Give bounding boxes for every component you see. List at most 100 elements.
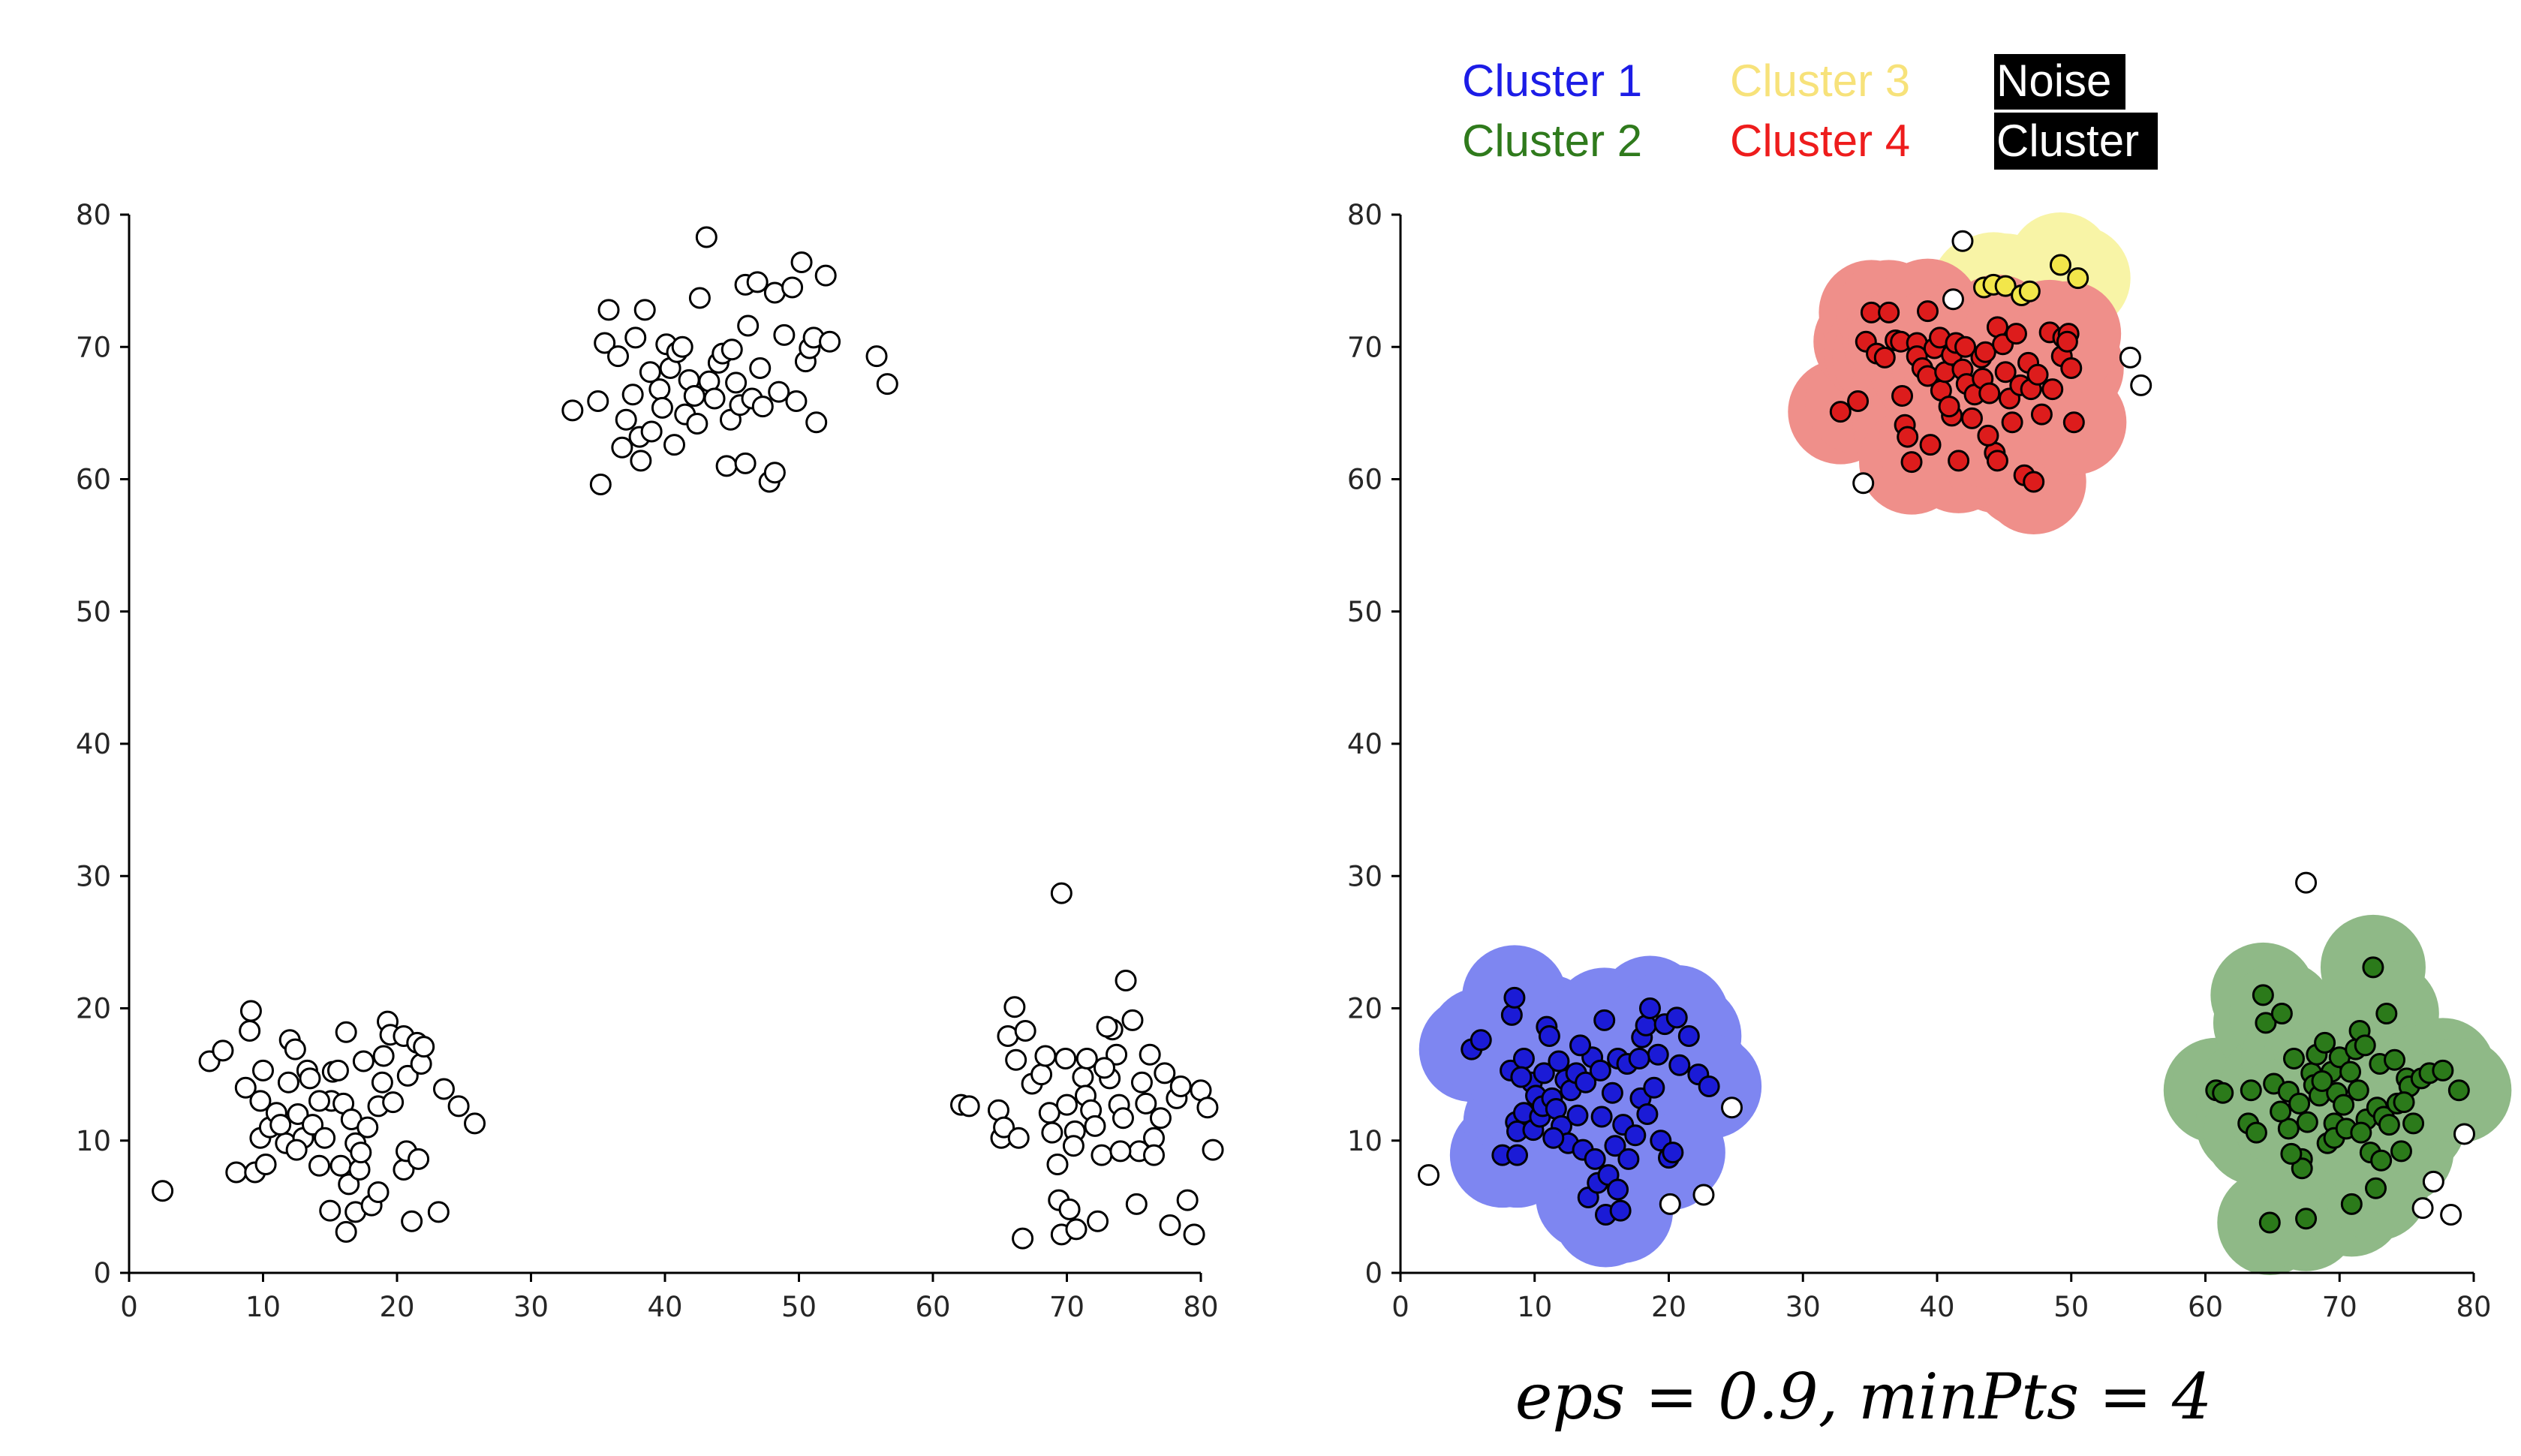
cluster-1-point (1538, 1025, 1560, 1048)
data-points-point (308, 1090, 330, 1112)
data-points-point (1050, 882, 1072, 904)
cluster-2-point (2255, 1012, 2277, 1034)
cluster-2-point (2270, 1100, 2292, 1123)
cluster-4-point (2030, 403, 2053, 426)
y-tick-label: 10 (76, 1125, 111, 1157)
cluster-1-point (1624, 1124, 1647, 1147)
cluster-1-point (1533, 1062, 1555, 1084)
data-points-point (594, 332, 616, 354)
cluster-1-point (1636, 1103, 1659, 1125)
cluster-1-point (1601, 1081, 1623, 1104)
cluster-4-point (1948, 450, 1970, 472)
y-tick-label: 60 (1347, 464, 1382, 496)
data-points-point (319, 1199, 341, 1222)
legend-cluster-1: Cluster 1 (1462, 56, 1642, 106)
cluster-4-point (1938, 396, 1960, 418)
cluster-1-point (1503, 986, 1526, 1009)
data-points-point (432, 1078, 455, 1100)
y-tick-label: 20 (76, 993, 111, 1025)
y-tick-label: 50 (76, 596, 111, 628)
data-points-point (589, 474, 612, 496)
data-points-point (285, 1139, 308, 1161)
data-points-point (335, 1220, 357, 1243)
cluster-4-point (2056, 330, 2078, 353)
y-tick-label: 80 (76, 199, 111, 231)
data-points-point (1091, 1144, 1113, 1166)
data-points-point (239, 1019, 261, 1042)
data-points-point (630, 450, 652, 472)
cluster-2-point (2347, 1079, 2369, 1102)
cluster-2-point (2296, 1111, 2318, 1133)
data-points-point (1056, 1094, 1078, 1116)
cluster-1-point (1607, 1178, 1629, 1201)
data-points-point (611, 436, 633, 459)
cluster-4-point (1878, 301, 1900, 323)
data-points-point (725, 372, 748, 394)
data-points-point (749, 356, 772, 379)
x-tick-label: 40 (647, 1291, 682, 1323)
cluster-4-point (2062, 411, 2085, 434)
x-tick-label: 10 (245, 1291, 281, 1323)
cluster-1-point (1506, 1144, 1529, 1166)
cluster-4-point (2023, 471, 2045, 493)
data-points-point (587, 390, 609, 413)
cluster-4-point (1954, 335, 1977, 358)
data-points-point (1196, 1097, 1219, 1119)
data-points-point (356, 1116, 379, 1139)
data-points-point (1072, 1066, 1094, 1088)
cluster-1-point (1548, 1050, 1570, 1072)
cluster-4-point (1977, 424, 1999, 447)
cluster-2-point (2365, 1177, 2387, 1199)
data-points-point (299, 1067, 321, 1090)
cluster-1-point (1617, 1148, 1640, 1170)
y-tick-label: 40 (76, 728, 111, 760)
cluster-2-point (2339, 1060, 2362, 1083)
dbscan-clusters-panel: 0 10 20 30 40 50 60 70 80 0 10 20 30 40 50 60 70 80 (1347, 199, 2512, 1323)
legend-noise: Noise (1996, 56, 2111, 106)
data-points-point (640, 420, 663, 443)
data-points-point (615, 408, 637, 431)
x-tick-label: 60 (915, 1291, 950, 1323)
cluster-4-point (2005, 323, 2027, 345)
data-points-point (651, 396, 673, 419)
data-points-point (1143, 1144, 1166, 1166)
noise-point (2119, 346, 2141, 369)
cluster-1-point (1470, 1029, 1492, 1051)
noise-point (2411, 1197, 2434, 1220)
cluster-4-point (1994, 361, 2017, 384)
cluster-2-point (2270, 1003, 2293, 1025)
cluster-1-point (1584, 1148, 1606, 1170)
cluster-4-point (1916, 300, 1939, 323)
cluster-1-point (1510, 1066, 1533, 1088)
data-points-point (1112, 1107, 1134, 1130)
data-points-point (597, 299, 620, 321)
data-points-point (234, 1076, 257, 1099)
cluster-1-point (1643, 1076, 1665, 1099)
cluster-1-point (1569, 1034, 1592, 1057)
data-points-point (790, 251, 813, 273)
data-points-point (326, 1059, 349, 1081)
cluster-2-point (2282, 1047, 2305, 1069)
data-points-point (721, 338, 743, 361)
x-tick-label: 0 (120, 1291, 138, 1323)
parameter-annotation: eps = 0.9, minPts = 4 (1515, 1360, 2213, 1433)
cluster-1-point (1668, 1054, 1691, 1076)
data-points-point (1005, 1048, 1027, 1071)
noise-point (1659, 1193, 1681, 1215)
data-points-point (1034, 1045, 1057, 1067)
data-points-point (1121, 1009, 1144, 1031)
data-points-point (308, 1154, 330, 1177)
data-points-point (1149, 1107, 1172, 1130)
data-points-point (1014, 1019, 1036, 1042)
cluster-1-point (1677, 1025, 1700, 1048)
data-points-point (688, 287, 711, 309)
data-points-point (427, 1201, 450, 1223)
noise-point (1951, 230, 1974, 252)
noise-point (1721, 1097, 1743, 1119)
x-tick-label: 80 (1183, 1291, 1218, 1323)
noise-point (2440, 1203, 2462, 1226)
x-tick-label: 0 (1391, 1291, 1409, 1323)
x-tick-label: 80 (2456, 1291, 2491, 1323)
data-points-point (239, 1000, 262, 1022)
